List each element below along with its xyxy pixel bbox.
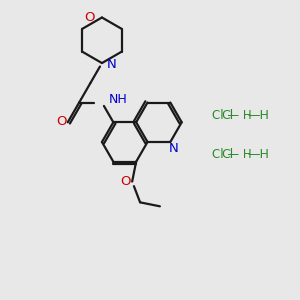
- Text: —H: —H: [247, 109, 269, 122]
- Text: O: O: [57, 115, 67, 128]
- Text: Cl: Cl: [221, 148, 234, 161]
- Text: Cl: Cl: [221, 109, 234, 122]
- Text: NH: NH: [109, 93, 128, 106]
- Text: O: O: [120, 175, 130, 188]
- Text: O: O: [85, 11, 95, 24]
- Text: Cl — H: Cl — H: [212, 109, 252, 122]
- Text: Cl — H: Cl — H: [212, 148, 252, 161]
- Text: N: N: [107, 58, 117, 70]
- Text: N: N: [168, 142, 178, 155]
- Text: —H: —H: [247, 148, 269, 161]
